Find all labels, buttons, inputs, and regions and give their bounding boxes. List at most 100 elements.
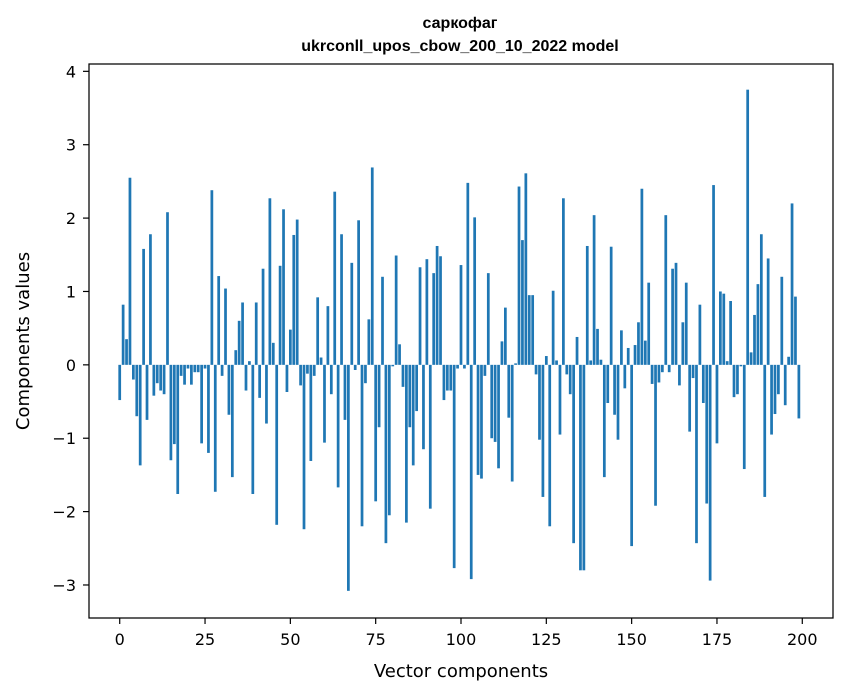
bar — [166, 212, 169, 365]
bar — [510, 364, 514, 482]
bar — [254, 302, 258, 365]
bar — [565, 364, 569, 375]
bar — [469, 364, 473, 580]
bar — [497, 364, 500, 469]
bar — [527, 295, 531, 365]
bar — [684, 282, 688, 365]
bar — [650, 364, 654, 384]
bar — [285, 364, 289, 392]
bar — [411, 364, 415, 466]
bar — [326, 306, 330, 365]
bar — [183, 364, 186, 385]
bar — [504, 307, 507, 365]
bar — [695, 364, 698, 544]
bar — [514, 363, 517, 365]
bar — [596, 328, 599, 365]
bar — [405, 364, 408, 523]
bar — [473, 217, 477, 365]
bar — [654, 364, 657, 506]
bar — [176, 364, 180, 494]
bar — [568, 364, 572, 395]
bar — [633, 345, 637, 365]
bar — [459, 265, 463, 365]
bar — [620, 330, 623, 365]
bar — [722, 293, 726, 365]
bar — [667, 364, 671, 373]
x-tick-label: 125 — [531, 630, 562, 649]
bar — [230, 364, 234, 478]
bar — [288, 329, 292, 365]
bar — [142, 248, 145, 365]
bar — [200, 364, 203, 444]
bar — [715, 364, 719, 444]
bar — [237, 320, 241, 365]
bar — [145, 364, 149, 420]
bar — [227, 364, 231, 415]
bar — [681, 322, 685, 365]
bar — [425, 259, 429, 365]
bar — [449, 364, 453, 391]
bar — [268, 198, 272, 365]
bar — [316, 297, 320, 365]
bar — [558, 364, 562, 435]
bar — [364, 364, 367, 384]
bar — [452, 364, 456, 569]
y-tick-label: −2 — [52, 503, 76, 522]
bar — [387, 364, 391, 516]
bar — [398, 344, 401, 365]
bar — [548, 364, 552, 527]
x-tick-label: 150 — [616, 630, 647, 649]
bar — [797, 364, 801, 419]
bar — [756, 284, 760, 365]
bar — [534, 364, 538, 375]
y-tick-label: 2 — [66, 209, 76, 228]
x-tick-label: 200 — [787, 630, 818, 649]
bar — [367, 319, 371, 365]
bar — [759, 234, 763, 365]
bar — [408, 364, 412, 428]
y-tick-label: −1 — [52, 429, 76, 448]
bar — [394, 255, 398, 365]
bar — [258, 364, 262, 398]
bar — [749, 352, 753, 365]
bar — [323, 364, 326, 443]
bar — [381, 276, 384, 365]
y-axis-label: Components values — [13, 252, 34, 430]
bar — [742, 364, 746, 470]
bar — [660, 364, 664, 373]
bar — [780, 276, 784, 365]
bar — [555, 360, 558, 365]
bar — [544, 356, 548, 365]
bar — [725, 361, 729, 365]
y-axis-ticks: −3 −2 −1 0 1 2 3 4 — [52, 62, 89, 595]
bar — [428, 364, 432, 509]
bar — [585, 245, 589, 365]
bar — [592, 215, 596, 365]
bar — [486, 273, 490, 365]
bar — [118, 364, 122, 401]
bar — [336, 364, 340, 488]
bar — [643, 340, 647, 365]
bar — [490, 364, 494, 439]
bar — [623, 364, 627, 389]
bar — [186, 364, 190, 369]
bar — [319, 357, 323, 365]
bar — [282, 209, 285, 365]
bar — [435, 245, 439, 365]
bar — [138, 364, 142, 466]
bar — [609, 246, 613, 365]
bar — [712, 185, 715, 365]
bar — [630, 364, 634, 547]
bar — [691, 364, 695, 379]
bar — [589, 360, 593, 365]
bars-group — [118, 89, 801, 591]
bar — [422, 364, 425, 450]
x-tick-label: 175 — [702, 630, 733, 649]
bar — [493, 364, 497, 442]
y-tick-label: 0 — [66, 356, 76, 375]
bar — [770, 364, 773, 435]
bar — [370, 167, 374, 365]
bar — [415, 364, 418, 412]
bar — [295, 219, 299, 365]
bar — [306, 364, 309, 374]
